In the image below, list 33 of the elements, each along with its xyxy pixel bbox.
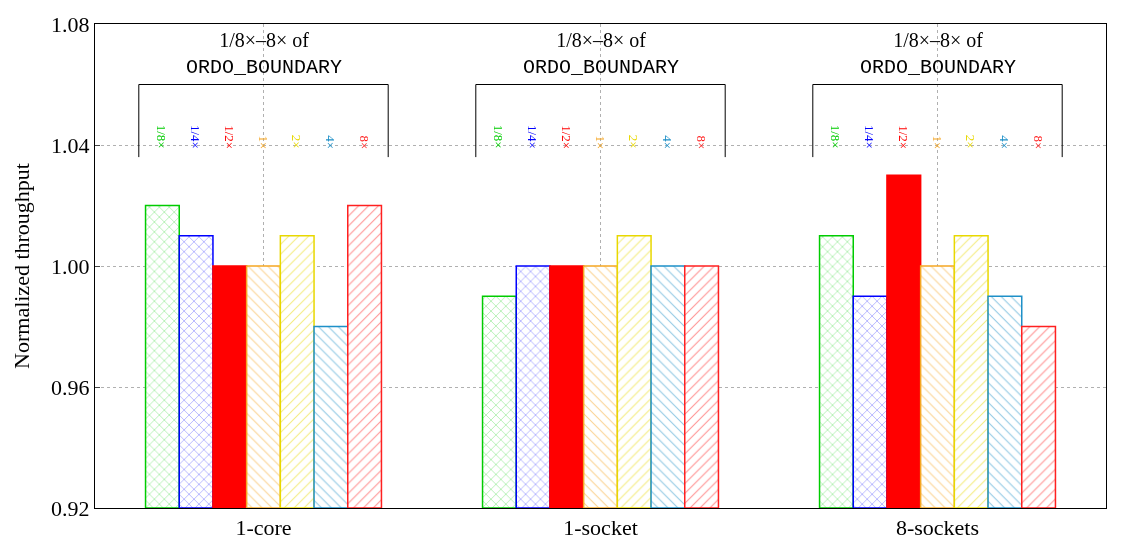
y-tick-label: 1.08 — [51, 11, 90, 37]
x-tick-label: 1-socket — [563, 515, 638, 541]
text: 1× — [929, 135, 945, 150]
text: 1/2× — [895, 125, 911, 150]
text: 8× — [693, 135, 709, 150]
annotation: 1/8×–8× of ORDO_BOUNDARY — [860, 29, 1017, 79]
annotation: 1/8×–8× of ORDO_BOUNDARY — [186, 29, 343, 79]
text: 1/8× — [828, 124, 844, 149]
text: 1/2× — [558, 125, 574, 150]
text: 1/4× — [525, 124, 541, 149]
text: 8× — [356, 135, 372, 150]
y-axis-title: Normalized throughput — [8, 163, 34, 369]
text: 2× — [963, 134, 979, 149]
text: 1/8× — [154, 124, 170, 149]
y-tick-label: 0.92 — [51, 495, 90, 521]
text: 1/2× — [221, 125, 237, 150]
text: 4× — [659, 135, 675, 149]
y-tick-label: 0.96 — [51, 374, 90, 400]
text: 8× — [1030, 135, 1046, 150]
x-tick-label: 8-sockets — [895, 515, 980, 541]
y-tick-label: 1.04 — [51, 132, 90, 158]
y-tick-label: 1.00 — [51, 253, 90, 279]
text: 1× — [255, 135, 271, 150]
x-tick-label: 1-core — [235, 515, 292, 541]
text: 2× — [289, 134, 305, 149]
annotation: 1/8×–8× of ORDO_BOUNDARY — [523, 29, 680, 79]
text: 1× — [592, 135, 608, 150]
text: 4× — [322, 135, 338, 149]
text: 2× — [626, 134, 642, 149]
text: 1/8× — [491, 124, 507, 149]
text: 1/4× — [862, 124, 878, 149]
text: 4× — [996, 135, 1012, 149]
text: 1/4× — [188, 124, 204, 149]
